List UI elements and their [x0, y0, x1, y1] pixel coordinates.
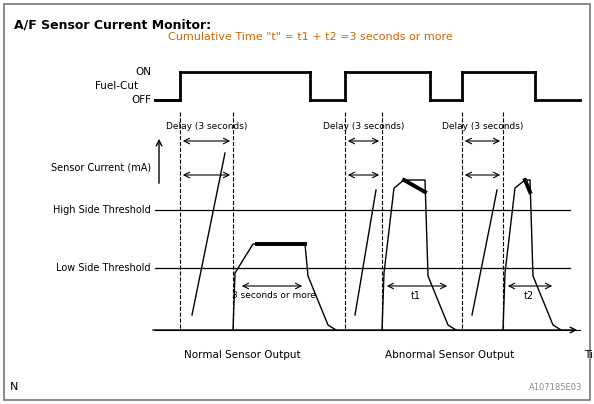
Text: Low Side Threshold: Low Side Threshold [56, 263, 151, 273]
Text: A/F Sensor Current Monitor:: A/F Sensor Current Monitor: [14, 18, 211, 31]
Text: 3 seconds or more: 3 seconds or more [232, 291, 316, 300]
Text: ON: ON [135, 67, 151, 77]
Text: Time: Time [584, 350, 594, 360]
Text: A107185E03: A107185E03 [529, 383, 582, 392]
Text: High Side Threshold: High Side Threshold [53, 205, 151, 215]
Text: Abnormal Sensor Output: Abnormal Sensor Output [386, 350, 514, 360]
Text: Cumulative Time "t" = t1 + t2 =3 seconds or more: Cumulative Time "t" = t1 + t2 =3 seconds… [168, 32, 453, 42]
Text: Fuel-Cut: Fuel-Cut [96, 81, 138, 91]
Text: Normal Sensor Output: Normal Sensor Output [184, 350, 301, 360]
Text: t2: t2 [524, 291, 534, 301]
Text: Delay (3 seconds): Delay (3 seconds) [323, 122, 404, 131]
Text: Delay (3 seconds): Delay (3 seconds) [166, 122, 247, 131]
Text: N: N [10, 382, 18, 392]
Text: t1: t1 [411, 291, 421, 301]
Text: Delay (3 seconds): Delay (3 seconds) [442, 122, 523, 131]
Text: OFF: OFF [131, 95, 151, 105]
Text: Sensor Current (mA): Sensor Current (mA) [51, 163, 151, 173]
